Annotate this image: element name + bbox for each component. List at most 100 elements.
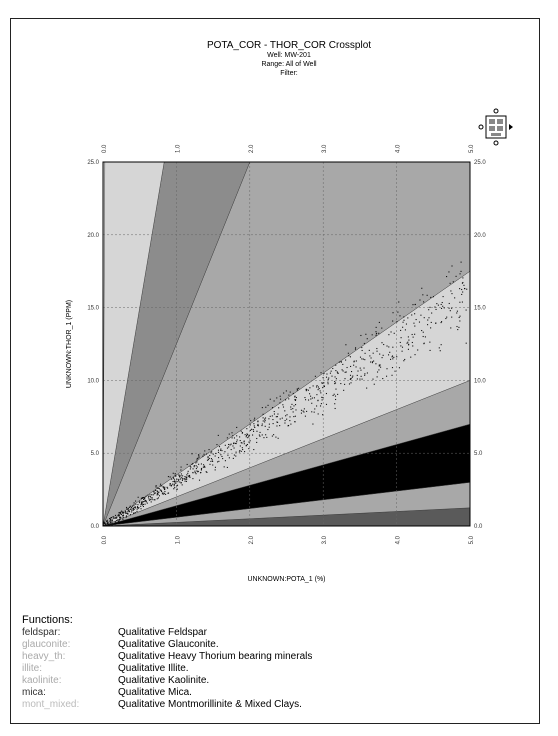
scatter-point [360,369,362,371]
scatter-point [257,424,259,426]
chart-title: POTA_COR - THOR_COR Crossplot [206,40,372,51]
pan-left-icon[interactable] [478,124,484,130]
scatter-point [340,383,342,385]
scatter-point [268,418,270,420]
scatter-point [176,484,179,486]
axis-ticks: 0.00.01.01.02.02.03.03.04.04.05.05.00.0 0… [87,144,486,544]
scatter-point [174,473,176,475]
scatter-point [110,517,112,519]
scatter-point [253,425,255,427]
scatter-point [280,398,282,400]
scatter-point [375,334,377,336]
scatter-point [163,492,165,494]
scatter-point [173,477,175,479]
scatter-point [192,478,194,480]
scatter-point [109,521,111,523]
scatter-point [364,373,366,375]
grid [103,162,470,526]
scatter-point [434,306,436,308]
scatter-point [233,437,236,439]
scatter-point [187,475,189,477]
scatter-point [443,307,445,309]
scatter-point [180,475,182,477]
scatter-point [204,466,206,468]
scatter-point [407,341,409,343]
scatter-point [414,354,416,356]
scatter-point [327,381,329,383]
scatter-point [412,336,414,338]
scatter-point [178,475,181,477]
zoom-in-icon[interactable] [493,108,499,114]
scatter-point [161,493,163,495]
scatter-point [406,342,408,344]
scatter-point [465,309,467,311]
zoom-pan-control[interactable] [478,108,514,146]
scatter-point [127,509,130,511]
scatter-point [462,281,464,284]
scatter-point [243,443,245,445]
legend-description: Qualitative Glauconite. [118,639,219,650]
pan-right-icon[interactable] [509,124,513,130]
scatter-point [234,442,236,444]
scatter-point [463,284,465,286]
scatter-point [430,327,432,329]
scatter-point [207,459,210,461]
scatter-point [329,372,331,374]
scatter-point [180,469,182,471]
scatter-point [289,391,291,393]
scatter-point [257,423,259,425]
scatter-point [451,307,453,309]
scatter-point [253,419,255,421]
scatter-point [173,479,175,481]
scatter-point [288,398,290,400]
scatter-point [106,523,109,525]
scatter-point [212,464,214,466]
scatter-point [148,499,151,501]
scatter-point [461,288,463,291]
scatter-point [105,523,107,525]
scatter-point [279,402,281,404]
scatter-point [174,474,176,476]
scatter-point [428,317,430,319]
scatter-point [129,508,131,510]
legend-description: Qualitative Feldspar [118,627,207,638]
scatter-point [249,424,251,426]
scatter-point [305,390,307,392]
scatter-point [365,333,367,335]
scatter-point [294,421,296,423]
scatter-point [122,512,124,514]
scatter-point [265,406,267,408]
scatter-point [248,435,250,437]
scatter-point [176,488,178,491]
scatter-point [321,382,323,384]
scatter-point [132,508,134,510]
scatter-point [378,364,380,366]
zoom-out-icon[interactable] [493,140,499,146]
scatter-point [199,472,202,474]
scatter-point [380,366,382,368]
scatter-point [226,466,228,469]
scatter-point [342,370,344,372]
scatter-point [150,497,152,499]
scatter-point [294,396,296,398]
scatter-point [387,354,390,356]
scatter-point [340,361,342,363]
scatter-point [192,471,194,474]
scatter-point [456,310,458,312]
scatter-point [163,487,165,489]
scatter-point [112,516,114,518]
scatter-point [228,443,230,446]
scatter-point [123,515,125,517]
scatter-point [241,447,243,449]
scatter-point [214,469,216,471]
scatter-point [304,396,306,399]
scatter-point [137,504,139,506]
y-tick-label-right: 5.0 [474,451,483,457]
scatter-point [189,476,191,478]
scatter-point [289,420,291,422]
scatter-point [306,410,308,412]
scatter-point [233,447,235,449]
x-tick-label-top: 5.0 [469,144,475,153]
scatter-point [300,412,302,414]
scatter-point [140,508,142,510]
